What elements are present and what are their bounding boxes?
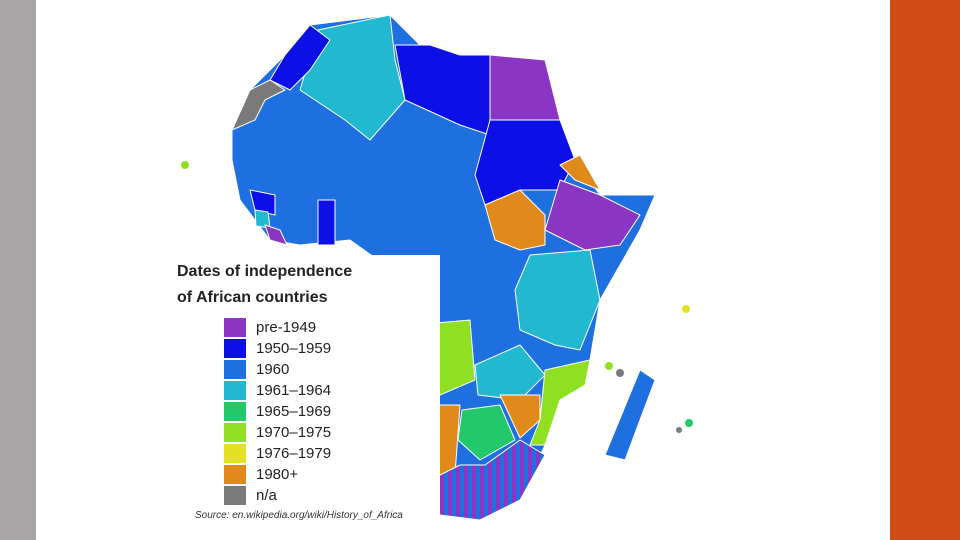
legend-swatch [224,423,246,442]
legend-label: 1961–1964 [256,382,331,399]
legend-label: n/a [256,487,278,504]
legend-title: of African countries [177,289,328,306]
legend-label: 1976–1979 [256,445,331,462]
legend-title: Dates of independence [177,263,352,280]
legend-label: 1960 [256,361,289,378]
legend-label: 1965–1969 [256,403,331,420]
legend-label: 1950–1959 [256,340,331,357]
legend-swatch [224,318,246,337]
legend-swatch [224,381,246,400]
legend-label: 1970–1975 [256,424,331,441]
legend-swatch [224,486,246,505]
left-bar [0,0,36,540]
legend-swatch [224,360,246,379]
legend-swatch [224,339,246,358]
legend-swatch [224,402,246,421]
legend-swatch [224,465,246,484]
source-note: Source: en.wikipedia.org/wiki/History_of… [195,510,403,521]
africa-map [181,14,693,521]
legend-swatch [224,444,246,463]
legend-label: pre-1949 [256,319,316,336]
legend: Dates of independence of African countrie… [177,263,352,505]
legend-panel [175,255,440,523]
right-bar [890,0,960,540]
legend-label: 1980+ [256,466,298,483]
